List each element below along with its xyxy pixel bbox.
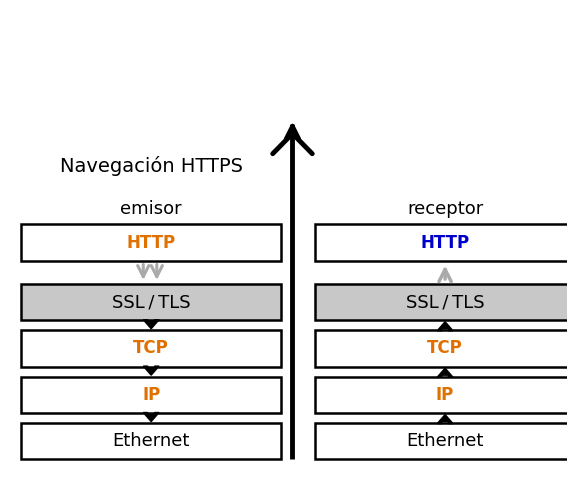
Text: Ethernet: Ethernet xyxy=(112,432,190,450)
Text: SSL / TLS: SSL / TLS xyxy=(112,293,190,311)
Bar xyxy=(21,423,281,459)
Text: SSL / TLS: SSL / TLS xyxy=(406,293,485,311)
Bar xyxy=(315,330,568,367)
Text: HTTP: HTTP xyxy=(127,233,176,252)
Bar xyxy=(21,330,281,367)
Text: receptor: receptor xyxy=(407,201,483,218)
Polygon shape xyxy=(437,368,453,377)
Text: TCP: TCP xyxy=(133,339,169,358)
Text: Navegación HTTPS: Navegación HTTPS xyxy=(60,157,243,176)
Bar xyxy=(315,377,568,413)
Polygon shape xyxy=(143,320,159,329)
Text: TCP: TCP xyxy=(427,339,463,358)
Bar xyxy=(315,284,568,320)
Polygon shape xyxy=(143,413,159,422)
Text: emisor: emisor xyxy=(120,201,182,218)
Bar xyxy=(315,224,568,261)
Text: IP: IP xyxy=(436,386,454,404)
Bar xyxy=(21,224,281,261)
Text: Ethernet: Ethernet xyxy=(406,432,484,450)
Text: IP: IP xyxy=(142,386,160,404)
Polygon shape xyxy=(437,321,453,331)
Bar xyxy=(21,284,281,320)
Polygon shape xyxy=(143,366,159,375)
Polygon shape xyxy=(437,415,453,424)
Text: HTTP: HTTP xyxy=(420,233,470,252)
Bar xyxy=(315,423,568,459)
Bar xyxy=(21,377,281,413)
